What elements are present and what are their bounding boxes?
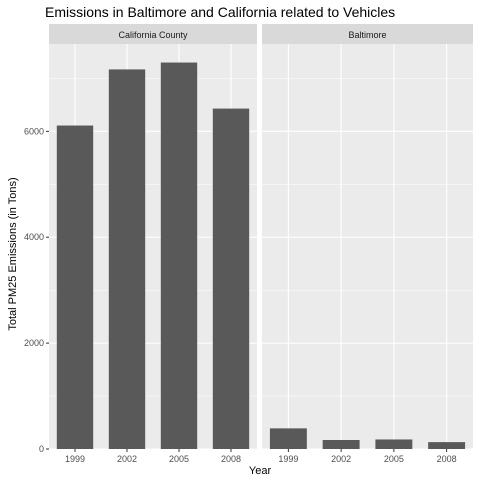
- bar-california-county-1999: [56, 125, 94, 449]
- x-tick-label: 2002: [331, 454, 351, 464]
- facet-strip-label-california-county: California County: [118, 30, 188, 40]
- facet-strip-california-county: [49, 24, 257, 44]
- facet-strip-baltimore: [262, 24, 473, 44]
- bar-baltimore-2002: [322, 440, 360, 449]
- x-tick-label: 1999: [278, 454, 298, 464]
- x-tick-label: 2002: [117, 454, 137, 464]
- bar-baltimore-2008: [428, 442, 466, 449]
- x-tick-label: 1999: [65, 454, 85, 464]
- x-tick-label: 2008: [221, 454, 241, 464]
- bar-baltimore-1999: [269, 428, 307, 449]
- y-axis-label: Total PM25 Emissions (in Tons): [7, 177, 19, 330]
- bar-california-county-2005: [160, 62, 198, 449]
- y-tick-label: 6000: [24, 126, 44, 136]
- chart-title: Emissions in Baltimore and California re…: [45, 4, 395, 20]
- bar-california-county-2008: [212, 108, 250, 450]
- x-tick-label: 2005: [384, 454, 404, 464]
- facet-panels: California County 1999 2002 2005 2008 Baltimo…: [24, 24, 473, 464]
- bar-baltimore-2005: [375, 439, 413, 449]
- y-tick-label: 4000: [24, 232, 44, 242]
- bar-california-county-2002: [108, 69, 146, 449]
- y-tick-label: 0: [39, 444, 44, 454]
- x-tick-label: 2005: [169, 454, 189, 464]
- facet-strip-label-baltimore: Baltimore: [348, 30, 386, 40]
- x-axis-label: Year: [249, 465, 272, 477]
- x-tick-label: 2008: [437, 454, 457, 464]
- panel-background-baltimore: [262, 44, 473, 449]
- y-tick-label: 2000: [24, 338, 44, 348]
